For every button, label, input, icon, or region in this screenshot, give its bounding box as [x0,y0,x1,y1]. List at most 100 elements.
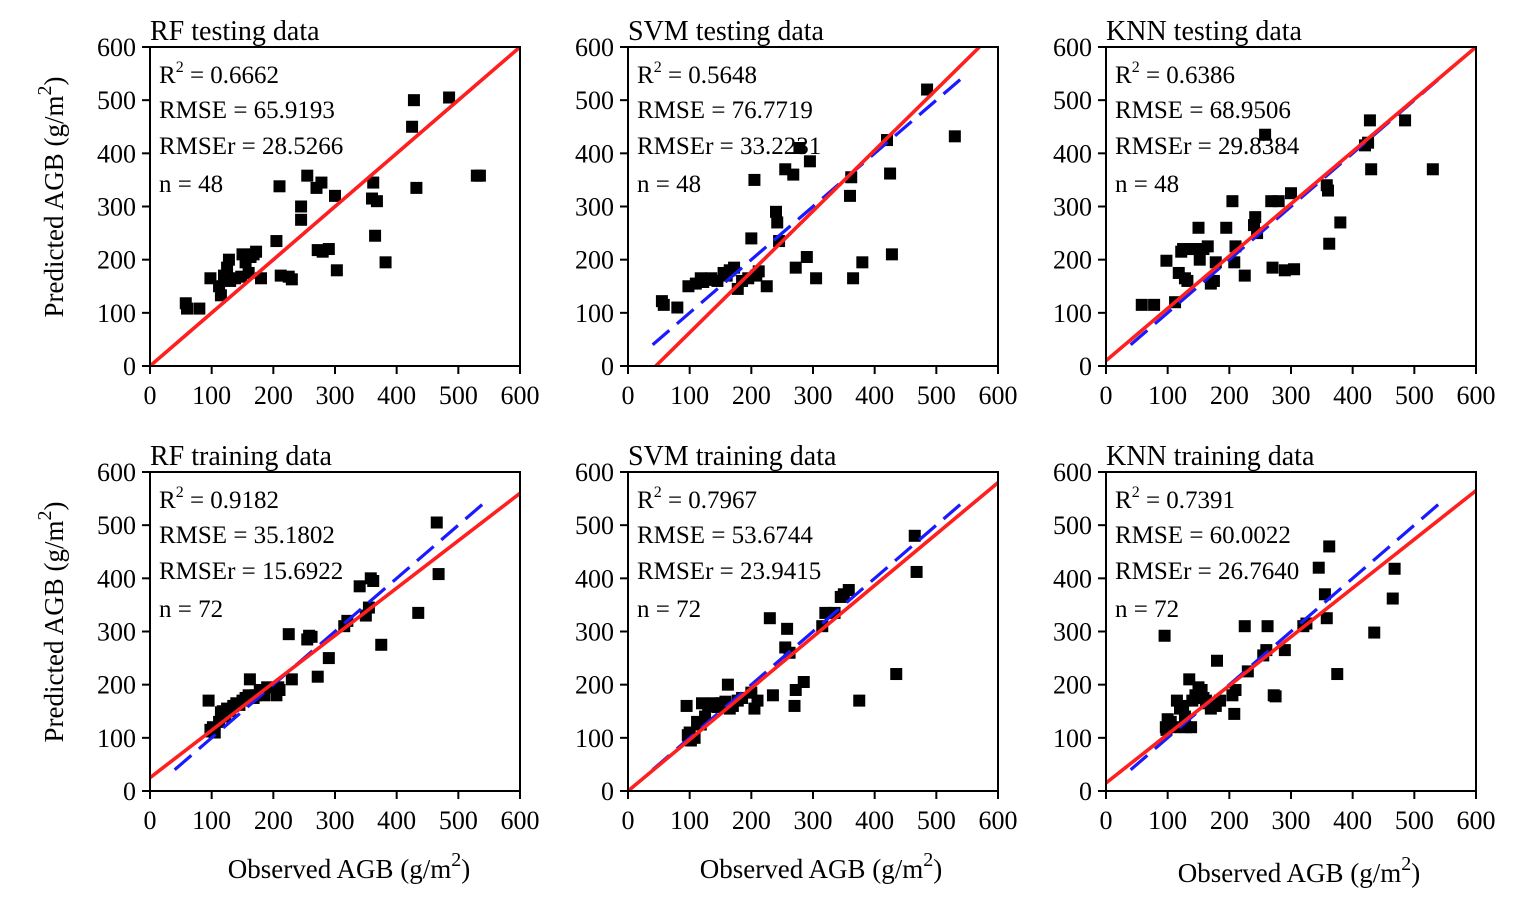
x-tick-label: 600 [1457,806,1496,835]
data-point [379,256,392,269]
x-tick-label: 600 [979,806,1018,835]
x-tick-label: 200 [254,806,293,835]
data-point [305,630,318,643]
y-tick-label: 500 [575,511,614,540]
data-point [803,155,816,168]
data-point [1386,592,1399,605]
stat-r2: R2 = 0.5648 [637,59,757,89]
data-point [193,302,206,315]
data-point [890,668,903,681]
x-tick-label: 500 [1395,806,1434,835]
stat-n: n = 48 [159,171,223,198]
data-point [771,216,784,229]
data-point [1214,694,1227,707]
data-point [295,213,308,226]
stat-rmser: RMSEr = 29.8384 [1115,133,1300,160]
data-point [819,606,832,619]
y-axis-label-bottom: Predicted AGB (g/m2) [34,502,69,743]
data-point [793,142,806,155]
stat-rmse: RMSE = 53.6744 [637,522,813,549]
y-tick-label: 600 [575,458,614,487]
x-tick-label: 400 [1333,806,1372,835]
data-point [763,612,776,625]
data-point [1285,187,1297,200]
y-tick-label: 500 [97,86,136,115]
y-tick-label: 400 [1053,139,1092,168]
x-tick-label: 100 [1148,806,1187,835]
data-point [1238,620,1251,633]
y-tick-label: 300 [575,193,614,222]
stat-r2: R2 = 0.6386 [1115,59,1235,89]
data-point [407,94,420,107]
y-tick-label: 0 [1079,352,1092,381]
data-point [948,130,961,143]
data-point [1363,114,1376,127]
panel-title: SVM testing data [628,16,825,47]
x-tick-label: 400 [855,381,894,410]
y-tick-label: 400 [575,564,614,593]
data-point [367,176,380,189]
y-tick-label: 600 [1053,33,1092,62]
panel-1: 0 100 200 300 400 500 600 0 100 200 300 400 500 600 RF… [97,16,540,410]
data-point [921,83,934,96]
data-point [745,232,758,245]
data-point [800,251,813,264]
x-tick-label: 300 [316,806,355,835]
x-tick-label: 200 [254,381,293,410]
x-axis-label-center: Observed AGB (g/m2) [700,849,942,884]
data-point [222,253,235,266]
x-tick-label: 500 [439,381,478,410]
stat-n: n = 48 [1115,171,1179,198]
y-tick-label: 500 [1053,511,1092,540]
data-point [797,676,810,689]
y-tick-label: 200 [97,246,136,275]
data-point [844,189,856,202]
panel-title: KNN training data [1106,441,1315,472]
data-point [1201,240,1214,253]
y-tick-label: 0 [601,777,614,806]
stat-rmse: RMSE = 76.7719 [637,97,813,124]
x-tick-label: 200 [732,381,771,410]
data-point [1331,668,1344,681]
data-point [853,694,866,707]
data-point [1183,673,1196,686]
data-point [1185,721,1198,734]
stat-rmser: RMSEr = 23.9415 [637,558,821,585]
data-point [181,302,193,315]
data-point [787,168,800,181]
panel-3: 0 100 200 300 400 500 600 0 100 200 300 400 500 600 KN… [1053,16,1496,410]
data-point [657,298,670,311]
data-point [1320,612,1333,625]
x-tick-label: 300 [1272,806,1311,835]
data-point [1272,195,1285,208]
y-tick-label: 0 [123,777,136,806]
data-point [1160,254,1173,267]
y-tick-label: 300 [97,618,136,647]
y-tick-label: 200 [1053,246,1092,275]
panel-title: SVM training data [628,441,837,472]
x-tick-label: 0 [144,806,157,835]
stat-r2: R2 = 0.7967 [637,484,757,514]
data-point [273,683,286,696]
y-tick-label: 200 [575,246,614,275]
data-point [322,652,335,665]
y-tick-label: 200 [575,671,614,700]
data-point [788,699,801,712]
data-point [1269,690,1282,703]
x-tick-label: 0 [144,381,157,410]
panel-title: KNN testing data [1106,16,1303,47]
data-point [748,173,761,186]
data-point [1312,561,1325,574]
stat-r2: R2 = 0.7391 [1115,484,1235,514]
data-point [432,568,445,581]
fit-line [150,491,520,780]
y-tick-label: 100 [1053,724,1092,753]
data-point [1368,626,1381,639]
data-point [1426,163,1439,176]
stat-rmse: RMSE = 60.0022 [1115,522,1291,549]
y-tick-label: 400 [1053,564,1092,593]
data-point [270,235,283,248]
x-tick-label: 0 [622,806,635,835]
data-point [1322,184,1334,197]
data-point [1135,298,1148,311]
